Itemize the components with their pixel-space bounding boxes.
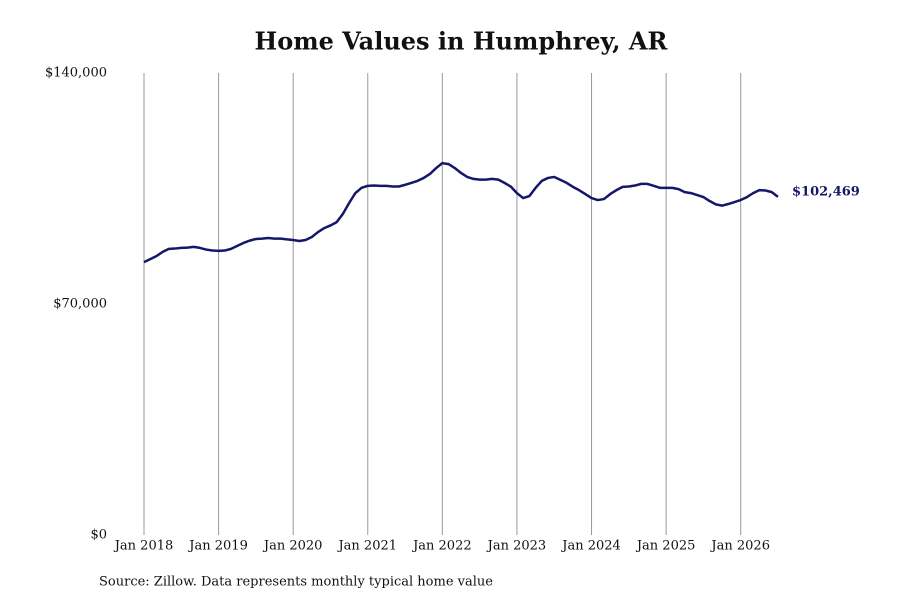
x-tick-label: Jan 2021 — [336, 539, 397, 554]
x-tick-label: Jan 2022 — [411, 539, 472, 554]
chart-title: Home Values in Humphrey, AR — [255, 27, 669, 56]
value-label: $102,469 — [792, 184, 860, 199]
x-tick-label: Jan 2018 — [113, 539, 174, 554]
x-tick-label: Jan 2024 — [560, 539, 621, 554]
y-tick-label: $0 — [90, 528, 107, 543]
x-tick-label: Jan 2020 — [262, 539, 323, 554]
y-tick-label: $70,000 — [53, 297, 107, 312]
series-line — [143, 161, 779, 264]
x-tick-label: Jan 2019 — [187, 539, 248, 554]
source-note: Source: Zillow. Data represents monthly … — [99, 575, 493, 590]
x-tick-label: Jan 2026 — [709, 539, 770, 554]
x-tick-label: Jan 2025 — [635, 539, 696, 554]
y-tick-label: $140,000 — [45, 66, 107, 81]
x-tick-label: Jan 2023 — [486, 539, 547, 554]
